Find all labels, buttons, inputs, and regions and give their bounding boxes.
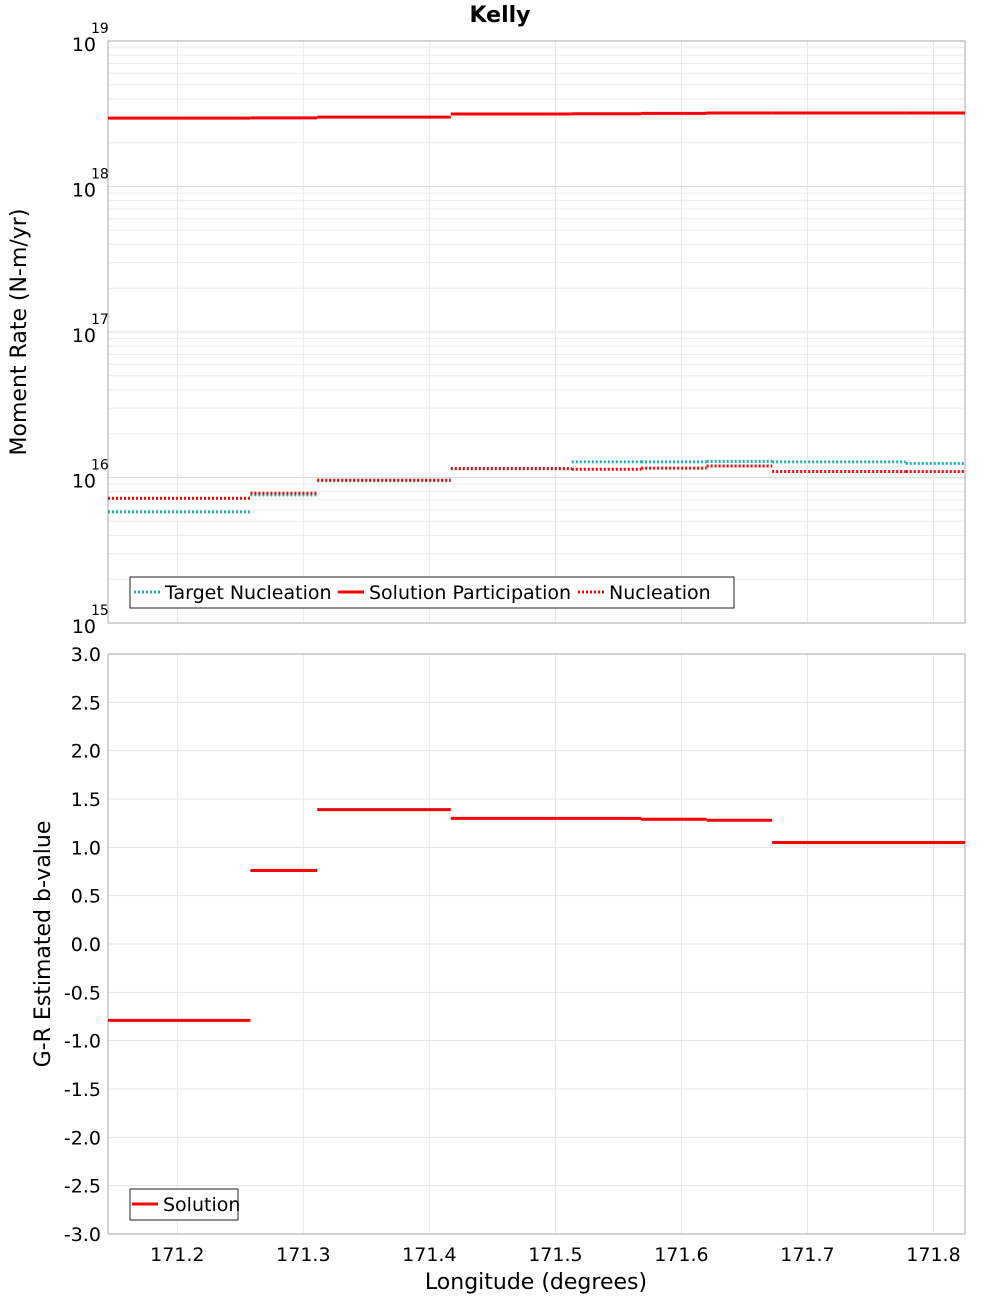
top-y-axis-label: Moment Rate (N-m/yr): [7, 209, 32, 456]
y-tick-label-base: 10: [72, 471, 96, 493]
y-tick-label-base: 10: [72, 34, 96, 56]
x-tick-label: 171.6: [654, 1244, 708, 1266]
y-tick-label-exponent: 15: [91, 603, 109, 619]
y-tick-label-exponent: 19: [91, 21, 109, 37]
y-tick-label: 1.0: [71, 837, 101, 859]
y-tick-label: -2.0: [64, 1127, 101, 1149]
y-tick-label: -1.0: [64, 1031, 101, 1053]
y-tick-label: 1.5: [71, 789, 101, 811]
y-tick-label: 0.0: [71, 934, 101, 956]
top-plot-frame: [107, 40, 966, 624]
legend-label: Solution Participation: [369, 582, 571, 604]
bottom-y-ticks: 3.0 2.5 2.0 1.5 1.0 0.5 0.0 -0.5 -1.0 -1.5 -2.0 -2.…: [64, 644, 101, 1246]
y-tick-label: -3.0: [64, 1224, 101, 1246]
y-tick-label: -0.5: [64, 982, 101, 1004]
top-plot-grid: [108, 41, 965, 624]
top-series-lines: [108, 111, 965, 514]
x-ticks: 171.2 171.3 171.4 171.5 171.6 171.7 171.8: [150, 1244, 961, 1266]
y-tick-label: -1.5: [64, 1079, 101, 1101]
bottom-plot-grid: [108, 653, 965, 1235]
y-tick-label-base: 10: [72, 616, 96, 638]
y-tick-label: 3.0: [71, 644, 101, 666]
y-tick-label: 2.0: [71, 741, 101, 763]
y-tick-label-exponent: 18: [91, 167, 109, 183]
legend-label: Solution: [163, 1194, 240, 1216]
y-tick-label-exponent: 17: [91, 312, 109, 328]
legend-label: Nucleation: [609, 582, 711, 604]
y-tick-label: 0.5: [71, 886, 101, 908]
y-tick-label: -2.5: [64, 1176, 101, 1198]
legend-label: Target Nucleation: [164, 582, 332, 604]
x-tick-label: 171.4: [402, 1244, 456, 1266]
x-tick-label: 171.2: [150, 1244, 204, 1266]
top-legend: Target Nucleation Solution Participation N…: [129, 576, 735, 609]
y-tick-label-base: 10: [72, 180, 96, 202]
x-tick-label: 171.7: [780, 1244, 834, 1266]
x-axis-label: Longitude (degrees): [425, 1270, 647, 1295]
x-tick-label: 171.5: [528, 1244, 582, 1266]
bottom-y-axis-label: G-R Estimated b-value: [31, 821, 56, 1068]
top-legend-box: [129, 576, 735, 609]
bottom-legend: Solution: [129, 1188, 240, 1221]
y-tick-label: 2.5: [71, 692, 101, 714]
y-tick-label-exponent: 16: [91, 458, 109, 474]
y-tick-label-base: 10: [72, 325, 96, 347]
x-tick-label: 171.3: [276, 1244, 330, 1266]
chart-title: Kelly: [469, 3, 530, 28]
bottom-series-lines: [108, 808, 965, 1022]
x-tick-label: 171.8: [906, 1244, 960, 1266]
bottom-plot-frame: [107, 653, 966, 1235]
